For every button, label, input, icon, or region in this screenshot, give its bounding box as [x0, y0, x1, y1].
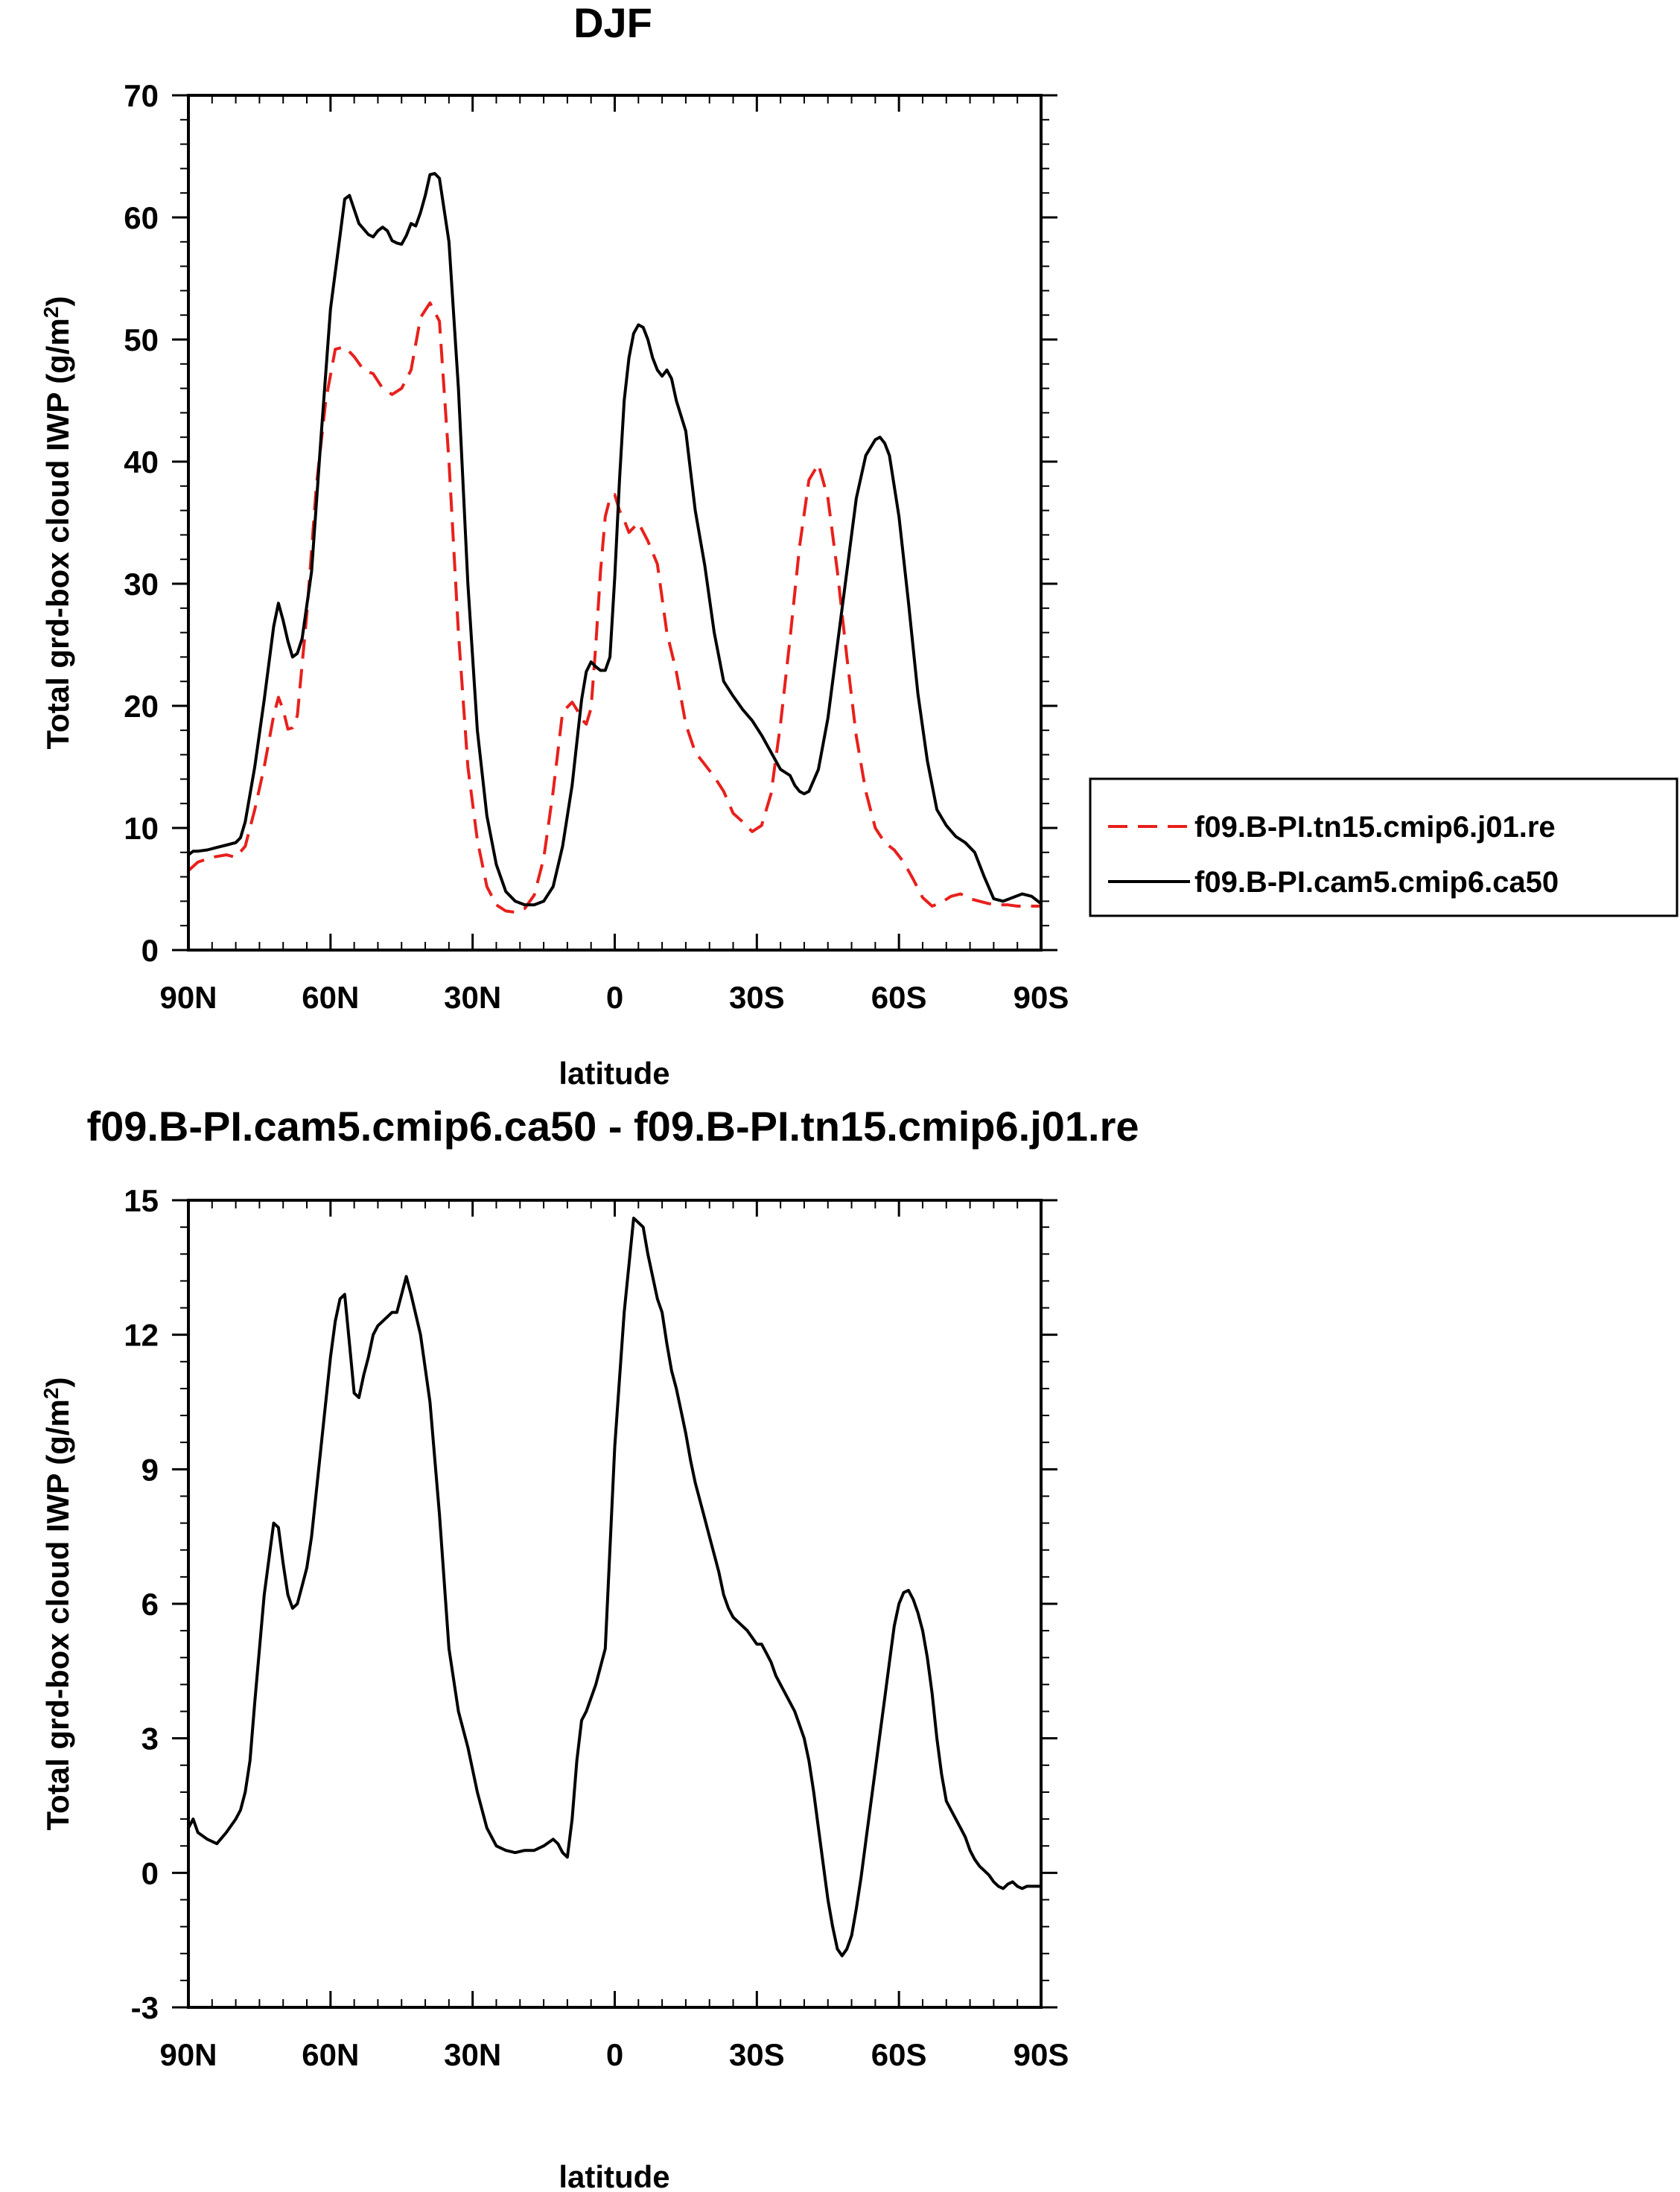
y-tick-label: 20 [124, 689, 159, 724]
y-tick-label: 50 [124, 322, 159, 357]
y-tick-label: 70 [124, 78, 159, 113]
x-tick-label: 60N [302, 2037, 359, 2072]
top-panel-grid-ticks: 90N 60N 30N 0 30S 60S 90S 0 10 20 30 40 50 60 70 [124, 78, 1069, 1015]
series-line-ca50 [187, 172, 1043, 907]
bottom-panel-series [187, 1217, 1043, 1957]
y-tick-label: 30 [124, 567, 159, 602]
x-tick-label: 90N [159, 980, 217, 1015]
series-line-difference [187, 1217, 1043, 1957]
bottom-x-axis-label: latitude [559, 2159, 669, 2192]
top-panel-title: DJF [573, 0, 652, 46]
x-tick-label: 60N [302, 980, 359, 1015]
y-tick-label: 0 [141, 933, 159, 968]
y-tick-label: 60 [124, 200, 159, 235]
y-tick-label: 40 [124, 445, 159, 480]
x-tick-label: 30N [444, 2037, 501, 2072]
y-tick-label: 9 [141, 1452, 159, 1487]
y-tick-label: 15 [124, 1183, 159, 1218]
legend-label-2: f09.B-PI.cam5.cmip6.ca50 [1194, 866, 1559, 899]
top-panel: DJF 90N 60N 30N 0 30S 60S 90S 0 10 20 30 40 50 60 70 l… [39, 0, 1679, 1091]
x-tick-label: 90S [1014, 2037, 1069, 2072]
top-y-axis-label: Total grd-box cloud IWP (g/m2) [39, 296, 75, 750]
legend-label-1: f09.B-PI.tn15.cmip6.j01.re [1194, 811, 1556, 844]
y-tick-label: 3 [141, 1721, 159, 1756]
bottom-plot-frame [187, 1199, 1043, 2009]
x-tick-label: 30N [444, 980, 501, 1015]
y-tick-label: -3 [131, 1990, 159, 2025]
x-tick-label: 90S [1014, 980, 1069, 1015]
x-tick-label: 30S [729, 2037, 785, 2072]
x-tick-label: 60S [871, 2037, 927, 2072]
x-tick-label: 0 [606, 980, 623, 1015]
bottom-panel-title: f09.B-PI.cam5.cmip6.ca50 - f09.B-PI.tn15… [86, 1103, 1139, 1150]
y-tick-label: 6 [141, 1587, 159, 1622]
y-tick-label: 12 [124, 1318, 159, 1353]
x-tick-label: 60S [871, 980, 927, 1015]
top-legend: f09.B-PI.tn15.cmip6.j01.re f09.B-PI.cam5… [1089, 777, 1679, 917]
top-plot-frame [187, 94, 1043, 952]
top-panel-series [187, 172, 1043, 914]
bottom-y-axis-label: Total grd-box cloud IWP (g/m2) [39, 1377, 75, 1831]
x-tick-label: 30S [729, 980, 785, 1015]
bottom-panel: f09.B-PI.cam5.cmip6.ca50 - f09.B-PI.tn15… [39, 1103, 1139, 2192]
bottom-panel-grid-ticks: 90N 60N 30N 0 30S 60S 90S -3 0 3 6 9 12 15 [124, 1183, 1069, 2072]
y-tick-label: 0 [141, 1855, 159, 1890]
y-tick-label: 10 [124, 811, 159, 846]
top-x-axis-label: latitude [559, 1056, 669, 1091]
series-line-tn15 [187, 301, 1041, 914]
x-tick-label: 0 [606, 2037, 623, 2072]
legend-box [1089, 777, 1679, 917]
x-tick-label: 90N [159, 2037, 217, 2072]
